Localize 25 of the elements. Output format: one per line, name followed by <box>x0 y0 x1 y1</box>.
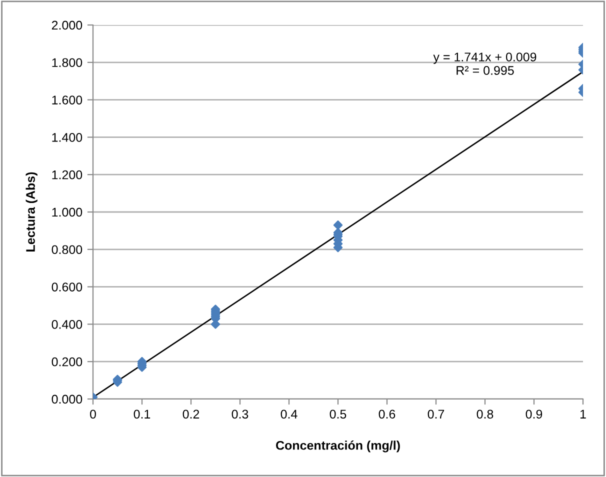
x-axis-title: Concentración (mg/l) <box>276 440 400 452</box>
y-tick-label: 0.400 <box>52 320 82 329</box>
y-axis-title: Lectura (Abs) <box>26 172 38 252</box>
y-tick-label: 0.600 <box>52 282 82 292</box>
x-tick-label: 0.8 <box>476 410 494 419</box>
y-tick-label: 0.800 <box>52 245 82 254</box>
x-tick-label: 0.7 <box>428 410 444 419</box>
x-tick-label: 0.9 <box>526 410 542 419</box>
y-tick-label: 1.400 <box>52 133 82 142</box>
y-tick-label: 1.600 <box>52 96 82 104</box>
x-tick-label: 0.5 <box>330 410 346 419</box>
y-tick-label: 2.000 <box>52 20 82 30</box>
y-tick-label: 0.200 <box>52 357 82 366</box>
y-tick-label: 0.000 <box>52 394 82 404</box>
x-tick-label: 0.2 <box>182 410 200 419</box>
y-tick-label: 1.200 <box>52 170 82 180</box>
x-tick-label: 0.3 <box>232 410 248 419</box>
x-tick-label: 0.4 <box>280 410 298 419</box>
x-tick-label: 1 <box>580 410 586 418</box>
x-tick-label: 0 <box>90 410 96 419</box>
annotation: y = 1.741x + 0.009 R² = 0.995 <box>433 52 536 75</box>
y-tick-label: 1.000 <box>52 208 82 217</box>
x-tick-label: 0.1 <box>134 410 150 419</box>
y-tick-label: 1.800 <box>52 58 82 68</box>
x-tick-label: 0.6 <box>378 410 396 419</box>
